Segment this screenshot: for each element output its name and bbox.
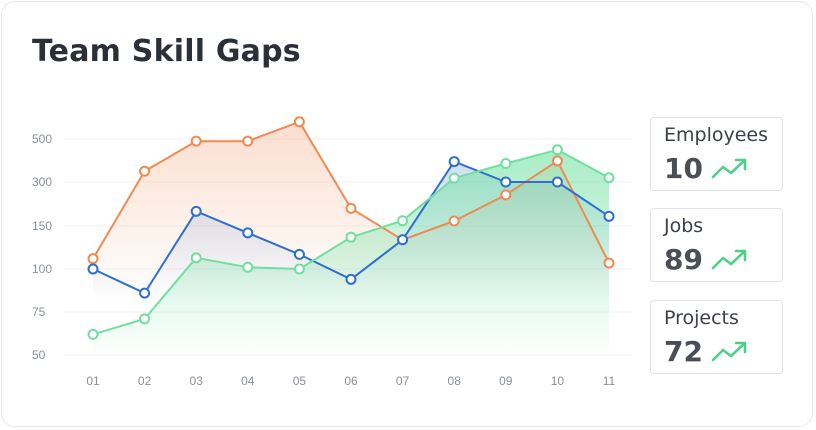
data-point-blue bbox=[500, 176, 512, 188]
x-tick-label: 09 bbox=[499, 374, 513, 388]
data-point-blue bbox=[345, 273, 357, 285]
data-point-orange bbox=[551, 155, 563, 167]
stat-label: Employees bbox=[664, 124, 768, 146]
data-point-green bbox=[551, 144, 563, 156]
data-point-green bbox=[345, 231, 357, 243]
x-tick-label: 11 bbox=[603, 374, 616, 388]
trending-up-icon bbox=[711, 249, 747, 270]
data-point-blue bbox=[139, 287, 151, 299]
x-tick-label: 07 bbox=[396, 374, 410, 388]
data-point-blue bbox=[603, 210, 615, 222]
x-tick-label: 03 bbox=[190, 374, 204, 388]
x-tick-label: 05 bbox=[293, 374, 307, 388]
data-point-orange bbox=[345, 202, 357, 214]
x-tick-label: 06 bbox=[344, 374, 358, 388]
data-point-green bbox=[293, 263, 305, 275]
data-point-blue bbox=[242, 227, 254, 239]
data-point-green bbox=[500, 158, 512, 170]
stat-value: 72 bbox=[664, 335, 703, 368]
data-point-green bbox=[87, 328, 99, 340]
y-tick-label: 50 bbox=[32, 348, 46, 362]
y-tick-label: 100 bbox=[32, 262, 52, 276]
data-point-blue bbox=[87, 263, 99, 275]
data-point-green bbox=[190, 252, 202, 264]
stat-value: 10 bbox=[664, 152, 703, 185]
y-tick-label: 500 bbox=[32, 132, 52, 146]
stat-label: Projects bbox=[664, 307, 739, 329]
data-point-green bbox=[448, 172, 460, 184]
data-point-green bbox=[603, 172, 615, 184]
x-tick-label: 08 bbox=[448, 374, 462, 388]
data-point-green bbox=[139, 313, 151, 325]
data-point-orange bbox=[242, 135, 254, 147]
stat-card-employees: Employees 10 bbox=[650, 117, 783, 191]
data-point-blue bbox=[190, 205, 202, 217]
data-point-orange bbox=[190, 135, 202, 147]
data-point-orange bbox=[139, 165, 151, 177]
data-point-orange bbox=[500, 189, 512, 201]
data-point-orange bbox=[603, 257, 615, 269]
stat-card-jobs: Jobs 89 bbox=[650, 208, 783, 282]
x-tick-label: 02 bbox=[138, 374, 152, 388]
stat-card-projects: Projects 72 bbox=[650, 300, 783, 374]
trending-up-icon bbox=[711, 341, 747, 362]
stat-label: Jobs bbox=[664, 215, 704, 237]
stat-value: 89 bbox=[664, 243, 703, 276]
y-tick-label: 75 bbox=[32, 305, 46, 319]
data-point-orange bbox=[448, 215, 460, 227]
trending-up-icon bbox=[711, 158, 747, 179]
data-point-blue bbox=[293, 248, 305, 260]
data-point-blue bbox=[551, 176, 563, 188]
x-tick-label: 10 bbox=[551, 374, 565, 388]
data-point-green bbox=[397, 215, 409, 227]
data-point-blue bbox=[397, 234, 409, 246]
data-point-green bbox=[242, 261, 254, 273]
page-title: Team Skill Gaps bbox=[32, 34, 301, 69]
data-point-blue bbox=[448, 156, 460, 168]
y-tick-label: 150 bbox=[32, 219, 52, 233]
x-tick-label: 04 bbox=[241, 374, 255, 388]
data-point-orange bbox=[87, 253, 99, 265]
series-area-green bbox=[93, 149, 609, 360]
y-tick-label: 300 bbox=[32, 175, 52, 189]
x-tick-label: 01 bbox=[86, 374, 100, 388]
data-point-orange bbox=[293, 116, 305, 128]
